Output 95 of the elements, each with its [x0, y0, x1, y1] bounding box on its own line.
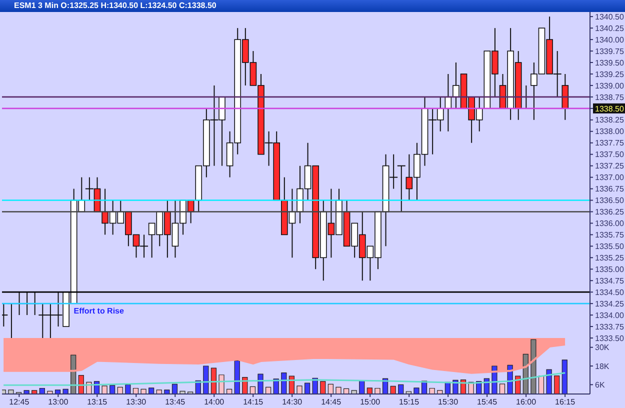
- bar: [39, 388, 45, 394]
- ref-line-label: 1338.50: [595, 104, 625, 114]
- bar: [336, 386, 342, 394]
- bar: [164, 390, 170, 394]
- bar: [32, 390, 38, 394]
- bar: [406, 391, 412, 394]
- bar: [398, 384, 404, 394]
- y-tick-label: 1335.25: [595, 253, 624, 262]
- x-tick-label: 16:00: [516, 398, 537, 407]
- bar: [374, 388, 380, 394]
- bar: [320, 381, 326, 394]
- x-tick-label: 13:45: [165, 398, 186, 407]
- x-tick-label: 15:45: [477, 398, 498, 407]
- bar: [117, 386, 123, 394]
- y-tick-label: 1336.25: [595, 208, 624, 217]
- bar: [546, 369, 552, 394]
- y-tick-label: 1339.00: [595, 81, 624, 90]
- bar: [102, 386, 108, 394]
- y-tick-label: 1340.50: [595, 12, 624, 22]
- candlestick: [562, 73, 569, 120]
- bar: [414, 388, 420, 394]
- y-tick-label: 1334.50: [595, 288, 624, 297]
- bar: [8, 390, 14, 394]
- bar: [328, 384, 334, 394]
- bar: [281, 372, 287, 394]
- bar: [351, 390, 357, 394]
- y-tick-label: 1336.50: [595, 196, 624, 206]
- y-tick-label: 1339.25: [595, 70, 624, 79]
- bar: [172, 384, 178, 394]
- y-tick-label: 6K: [595, 380, 606, 390]
- y-tick-label: 1334.25: [595, 299, 624, 308]
- bar: [24, 390, 30, 394]
- x-tick-label: 16:15: [555, 398, 576, 407]
- bar: [203, 366, 209, 394]
- y-tick-label: 1334.00: [595, 310, 624, 320]
- x-tick-label: 14:15: [243, 398, 264, 407]
- bar: [140, 388, 146, 394]
- bar: [258, 374, 264, 394]
- y-tick-label: 30K: [595, 343, 610, 352]
- bar: [110, 385, 116, 394]
- y-tick-label: 1333.50: [595, 334, 624, 343]
- x-tick-label: 15:00: [360, 398, 381, 407]
- y-tick-label: 1340.00: [595, 35, 624, 44]
- bar: [538, 376, 544, 394]
- y-tick-label: 1336.75: [595, 184, 624, 194]
- chart-title: ESM1 3 Min O:1325.25 H:1340.50 L:1324.50 C:1338.50: [0, 0, 625, 12]
- bar: [54, 390, 61, 394]
- bar: [390, 386, 396, 394]
- y-tick-label: 1335.75: [595, 230, 624, 240]
- x-tick-label: 13:15: [87, 398, 108, 407]
- bar: [148, 388, 154, 394]
- y-tick-label: 18K: [595, 362, 610, 371]
- bar: [499, 384, 506, 394]
- x-tick-label: 12:45: [9, 398, 30, 407]
- y-tick-label: 1337.50: [595, 150, 624, 160]
- y-tick-label: 1338.25: [595, 116, 624, 125]
- y-tick-label: 1337.00: [595, 173, 624, 182]
- y-tick-label: 1337.25: [595, 162, 624, 171]
- x-tick-label: 15:30: [438, 398, 459, 407]
- bar: [250, 386, 256, 394]
- bar: [366, 388, 372, 394]
- y-tick-label: 1337.75: [595, 138, 624, 148]
- bar: [562, 360, 568, 394]
- x-tick-label: 14:30: [282, 398, 303, 407]
- bar: [304, 382, 310, 394]
- y-tick-label: 1338.00: [595, 127, 624, 136]
- y-tick-label: 1336.00: [595, 219, 624, 228]
- bar: [218, 374, 224, 394]
- y-tick-label: 1338.75: [595, 92, 624, 102]
- bar: [156, 390, 162, 394]
- bar: [429, 388, 435, 394]
- bar: [125, 384, 131, 394]
- y-tick-label: 1335.50: [595, 242, 624, 252]
- x-tick-label: 14:45: [321, 398, 342, 407]
- x-tick-label: 13:30: [126, 398, 147, 407]
- bar: [554, 376, 560, 394]
- y-tick-label: 1335.00: [595, 264, 624, 274]
- bar: [296, 386, 302, 394]
- bar: [234, 360, 240, 394]
- bar: [132, 388, 139, 394]
- bar: [530, 339, 536, 394]
- y-tick-label: 1333.75: [595, 322, 624, 332]
- x-tick-label: 14:00: [204, 398, 225, 407]
- y-tick-label: 1334.75: [595, 276, 624, 286]
- x-tick-label: 15:15: [399, 398, 420, 407]
- x-tick-label: 13:00: [48, 398, 69, 407]
- y-tick-label: 1339.50: [595, 58, 624, 68]
- line-series: [2, 372, 566, 386]
- y-tick-label: 1339.75: [595, 46, 624, 56]
- y-tick-label: 1340.25: [595, 24, 624, 33]
- annotation: Effort to Rise: [74, 306, 125, 316]
- bar: [437, 390, 443, 394]
- bar: [266, 386, 272, 394]
- bar: [62, 388, 68, 394]
- bar: [210, 368, 217, 394]
